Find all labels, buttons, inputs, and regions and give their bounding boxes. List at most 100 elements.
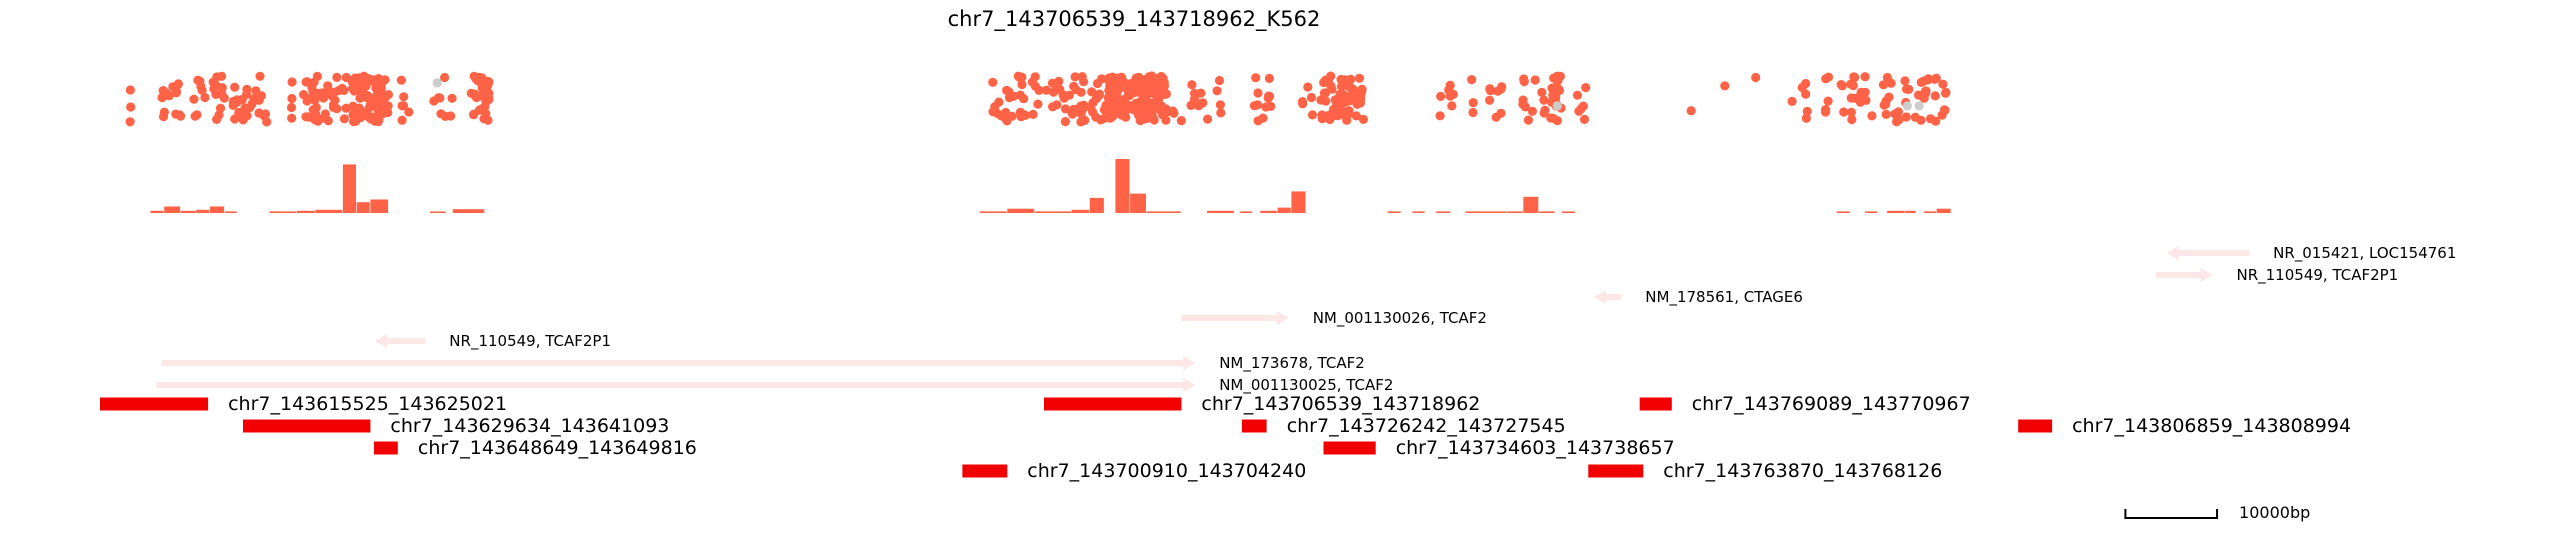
data-point-grey — [1552, 101, 1562, 111]
data-point — [1901, 84, 1912, 94]
data-point — [363, 73, 373, 84]
data-point — [1886, 78, 1896, 88]
data-point — [366, 114, 376, 124]
data-point — [1881, 99, 1891, 109]
data-point — [1176, 116, 1186, 126]
data-point — [232, 97, 242, 107]
region-label: chr7_143763870_143768126 — [1663, 460, 1942, 482]
data-point — [193, 75, 203, 85]
data-point — [164, 91, 174, 101]
data-point — [1821, 105, 1831, 115]
region-9 — [1588, 464, 1644, 478]
coverage-bar — [1130, 193, 1146, 213]
data-point — [286, 102, 297, 113]
data-point-grey — [432, 78, 442, 88]
data-point — [1787, 96, 1797, 106]
coverage-bar — [210, 206, 225, 213]
data-point — [1901, 112, 1911, 122]
data-point — [337, 83, 347, 93]
data-point — [1354, 73, 1365, 83]
chart-title: chr7_143706539_143718962_K562 — [948, 7, 1321, 32]
gene-5 — [374, 334, 426, 348]
data-point — [1117, 110, 1127, 120]
coverage-bar — [1071, 209, 1090, 213]
gene-6 — [161, 356, 1196, 370]
data-point — [1017, 79, 1027, 90]
data-point — [466, 88, 476, 98]
gene-2 — [2155, 268, 2213, 282]
data-point — [1801, 113, 1811, 123]
data-point — [1187, 80, 1197, 90]
data-point — [1468, 98, 1478, 108]
data-point — [325, 89, 335, 100]
data-point — [1900, 76, 1910, 86]
gene-label: NR_015421, LOC154761 — [2273, 244, 2456, 263]
region-5 — [1044, 397, 1182, 411]
data-point — [350, 73, 360, 83]
data-point — [1941, 87, 1951, 97]
coverage-bar — [1506, 211, 1523, 213]
data-point — [1881, 109, 1891, 119]
data-point — [1094, 90, 1104, 100]
data-point — [1169, 108, 1179, 118]
data-point — [1523, 115, 1533, 125]
coverage-bar — [342, 164, 356, 213]
data-point — [1080, 115, 1090, 125]
data-point — [1579, 114, 1590, 124]
data-point — [1110, 95, 1120, 105]
coverage-bar — [1207, 210, 1234, 213]
data-point — [1342, 92, 1352, 102]
coverage-bar — [1923, 211, 1936, 213]
data-point — [1340, 110, 1350, 120]
coverage-bar — [1905, 210, 1916, 213]
data-point — [404, 107, 414, 117]
data-point — [1000, 112, 1010, 123]
coverage-bar — [1836, 211, 1850, 213]
scale-bar-label: 10000bp — [2239, 503, 2310, 522]
data-point — [1215, 100, 1225, 110]
data-point — [230, 82, 240, 92]
data-point — [399, 92, 409, 102]
data-point — [397, 115, 407, 125]
data-point — [1527, 106, 1537, 116]
data-point — [310, 115, 320, 125]
data-point — [1916, 115, 1926, 125]
data-point — [1921, 88, 1931, 98]
data-point — [1059, 93, 1069, 103]
coverage-bar — [150, 210, 164, 213]
data-point — [355, 107, 366, 117]
data-point — [1846, 107, 1856, 117]
data-point — [1802, 106, 1812, 116]
data-point — [1537, 87, 1547, 97]
data-point — [1297, 97, 1308, 107]
region-1 — [100, 397, 209, 411]
coverage-bar — [979, 211, 1007, 213]
coverage-bar — [1865, 211, 1878, 213]
data-point — [1860, 72, 1870, 82]
data-point — [323, 116, 333, 126]
data-point — [1251, 73, 1261, 83]
data-point — [372, 90, 382, 100]
data-point — [1266, 101, 1276, 111]
region-6 — [1241, 419, 1267, 433]
data-point — [1518, 99, 1528, 109]
data-point — [436, 109, 446, 119]
data-point — [1878, 80, 1889, 90]
data-point — [1088, 107, 1098, 117]
data-point — [483, 78, 493, 88]
data-point — [1581, 83, 1591, 93]
region-label: chr7_143734603_143738657 — [1396, 437, 1675, 459]
data-point — [383, 107, 393, 118]
data-point — [125, 117, 135, 127]
coverage-bar — [1089, 197, 1104, 213]
gene-3 — [1593, 290, 1622, 304]
data-point-grey — [1914, 101, 1924, 111]
coverage-bar — [1538, 211, 1555, 213]
data-point — [381, 91, 391, 101]
data-point — [1574, 106, 1584, 116]
data-point-grey — [1902, 101, 1912, 111]
data-point — [1468, 107, 1478, 118]
data-point — [1114, 74, 1124, 85]
data-point — [159, 107, 169, 117]
coverage-bar — [297, 210, 315, 213]
